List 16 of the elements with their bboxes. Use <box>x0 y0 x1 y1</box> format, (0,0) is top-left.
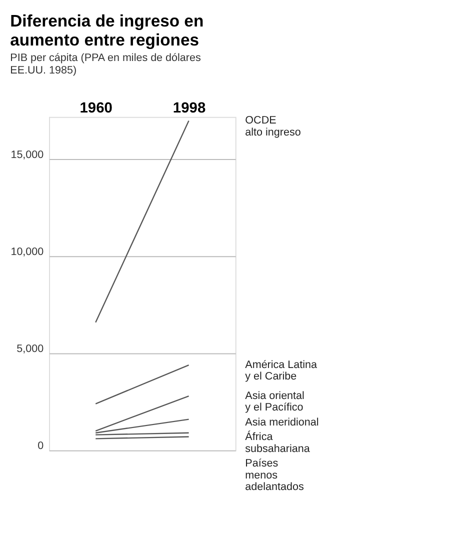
y-tick-label: 10,000 <box>10 246 44 258</box>
x-tick-label: 1998 <box>172 100 206 116</box>
text: EE.UU. 1985) <box>10 64 77 77</box>
text: OCDE alto ingreso <box>245 114 301 138</box>
text: PIB per cápita (PPA en miles de dólares <box>10 52 201 64</box>
text: Asia oriental y el Pacífico <box>245 390 304 414</box>
x-tick-label: 1960 <box>80 100 112 116</box>
text: América Latina y el Caribe <box>245 358 317 383</box>
y-tick-label: 5,000 <box>16 342 44 355</box>
y-tick-label: 15,000 <box>10 149 44 162</box>
text: Asia meridional <box>245 416 319 428</box>
text: África subsahariana <box>245 430 310 455</box>
text: Países menos adelantados <box>245 458 304 494</box>
text: aumento entre regiones <box>10 30 199 50</box>
y-tick-label: 0 <box>38 440 44 452</box>
text: Diferencia de ingreso en <box>10 12 204 31</box>
